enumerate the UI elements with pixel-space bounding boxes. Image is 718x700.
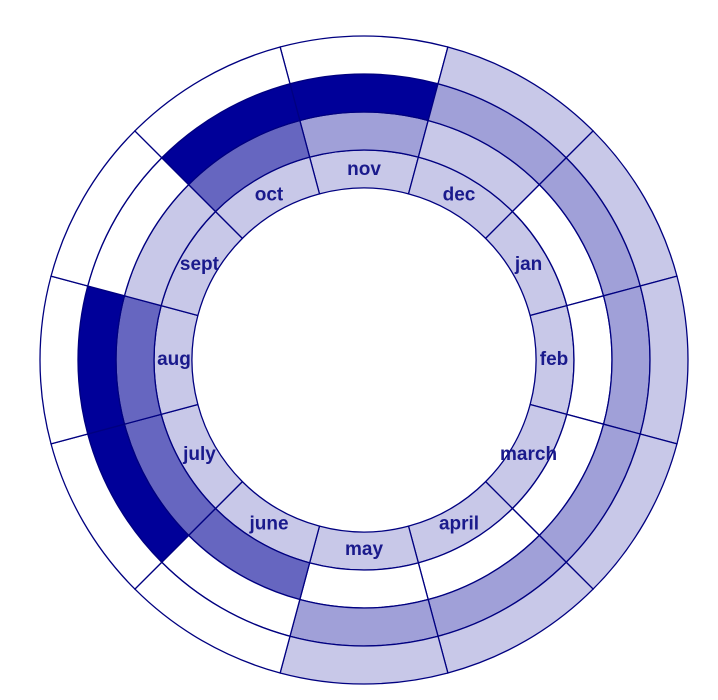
month-label-jan: jan [514,254,542,275]
month-label-july: july [182,444,216,465]
month-label-oct: oct [255,184,284,205]
month-label-may: may [345,539,383,560]
month-label-dec: dec [443,184,476,205]
month-label-april: april [439,514,479,535]
segment-aug-ring-2 [115,295,162,425]
month-label-sept: sept [180,254,220,275]
segment-oct-ring-4 [133,46,291,159]
month-label-feb: feb [540,349,569,370]
segment-may-ring-2 [299,562,429,609]
month-label-aug: aug [157,349,191,370]
month-label-march: march [500,444,557,465]
segment-feb-ring-2 [566,295,613,425]
month-label-nov: nov [347,159,381,180]
segment-nov-ring-2 [299,111,429,158]
ring-segments [39,35,689,685]
month-labels: nov dec jan feb march april may june july aug sept… [157,159,568,560]
month-label-june: june [248,514,288,535]
